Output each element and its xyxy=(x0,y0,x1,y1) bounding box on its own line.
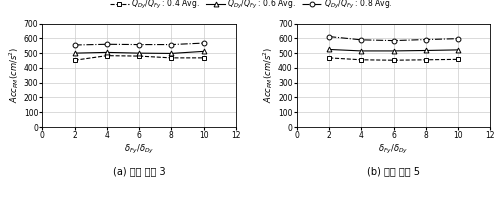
Legend: $Q_{Dy}/Q_{Fy}$ : 0.4 Avg., $Q_{Dy}/Q_{Fy}$ : 0.6 Avg., $Q_{Dy}/Q_{Fy}$ : 0.8 Av: $Q_{Dy}/Q_{Fy}$ : 0.4 Avg., $Q_{Dy}/Q_{F… xyxy=(107,0,394,14)
Text: (a) 주기 비율 3: (a) 주기 비율 3 xyxy=(113,166,165,176)
Y-axis label: $Acc_{PM}(cm/s^2)$: $Acc_{PM}(cm/s^2)$ xyxy=(261,47,275,104)
Text: (b) 주기 비율 5: (b) 주기 비율 5 xyxy=(366,166,419,176)
X-axis label: $\delta_{Fy}/\delta_{Dy}$: $\delta_{Fy}/\delta_{Dy}$ xyxy=(124,143,154,156)
X-axis label: $\delta_{Fy}/\delta_{Dy}$: $\delta_{Fy}/\delta_{Dy}$ xyxy=(378,143,408,156)
Y-axis label: $Acc_{PM}(cm/s^2)$: $Acc_{PM}(cm/s^2)$ xyxy=(7,47,21,104)
